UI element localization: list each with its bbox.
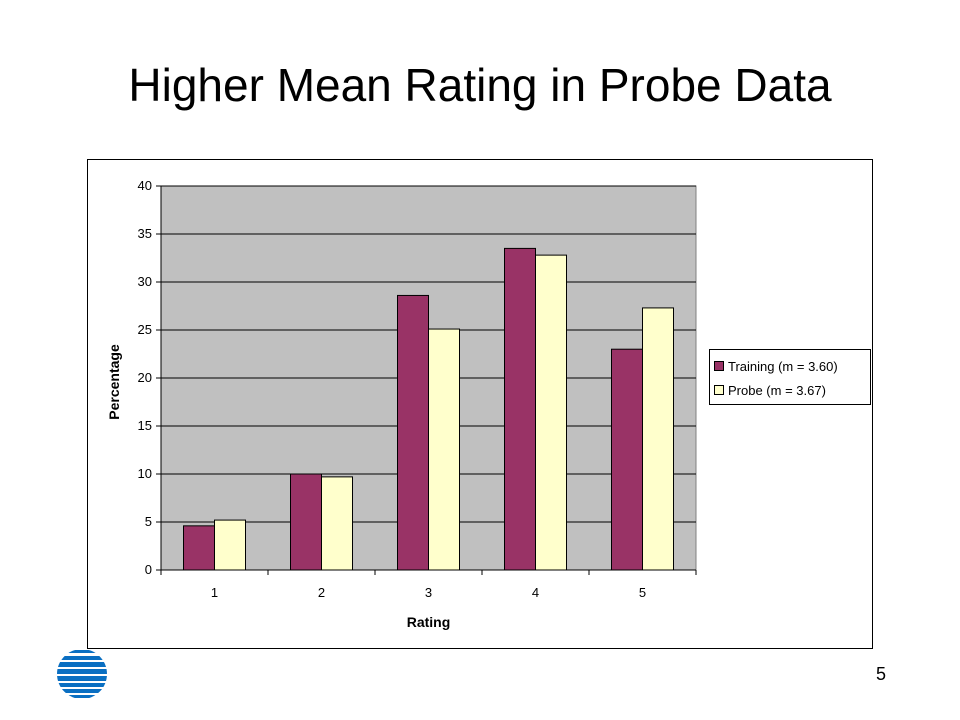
y-tick-label: 20 — [138, 370, 152, 385]
y-tick-label: 25 — [138, 322, 152, 337]
bar-training — [183, 525, 215, 571]
bar-probe — [535, 254, 567, 571]
x-tick-label: 3 — [425, 585, 432, 600]
logo-stripe — [57, 695, 107, 698]
x-tick-label: 5 — [639, 585, 646, 600]
y-tick-label: 5 — [145, 514, 152, 529]
x-tick-label: 1 — [211, 585, 218, 600]
legend-label-probe: Probe (m = 3.67) — [728, 382, 826, 398]
y-tick-label: 35 — [138, 226, 152, 241]
page-number: 5 — [876, 664, 887, 684]
y-tick-label: 40 — [138, 178, 152, 193]
bar-training — [290, 473, 322, 571]
bar-probe — [214, 519, 246, 571]
legend-item-training: Training (m = 3.60) — [714, 354, 870, 378]
y-axis-title: Percentage — [106, 344, 122, 420]
x-tick-label: 2 — [318, 585, 325, 600]
x-axis-title: Rating — [407, 614, 451, 630]
chart-legend: Training (m = 3.60) Probe (m = 3.67) — [709, 349, 871, 405]
legend-item-probe: Probe (m = 3.67) — [714, 378, 870, 402]
bar-probe — [642, 307, 674, 571]
y-tick-label: 30 — [138, 274, 152, 289]
y-tick-label: 10 — [138, 466, 152, 481]
logo-stripe — [57, 656, 107, 660]
bar-probe — [428, 328, 460, 571]
bar-training — [397, 294, 429, 571]
att-globe-icon — [57, 649, 107, 699]
legend-swatch-training — [714, 361, 724, 371]
slide-title: Higher Mean Rating in Probe Data — [128, 59, 832, 111]
bar-chart: 0 5 10 15 20 25 30 35 40 1 2 3 4 5 Rating Percentage — [106, 178, 697, 630]
bar-probe — [321, 476, 353, 571]
logo-stripe — [57, 650, 107, 653]
x-tick-label: 4 — [532, 585, 539, 600]
logo-stripe — [57, 669, 107, 674]
logo-stripe — [57, 662, 107, 667]
y-tick-label: 15 — [138, 418, 152, 433]
logo-stripe — [57, 689, 107, 693]
logo-stripe — [57, 676, 107, 681]
legend-label-training: Training (m = 3.60) — [728, 358, 838, 374]
bar-training — [611, 348, 643, 571]
bar-training — [504, 247, 536, 571]
chart-frame: 0 5 10 15 20 25 30 35 40 1 2 3 4 5 Rating Percentage Tr… — [87, 159, 873, 649]
legend-swatch-probe — [714, 385, 724, 395]
y-tick-label: 0 — [145, 562, 152, 577]
logo-stripe — [57, 683, 107, 687]
